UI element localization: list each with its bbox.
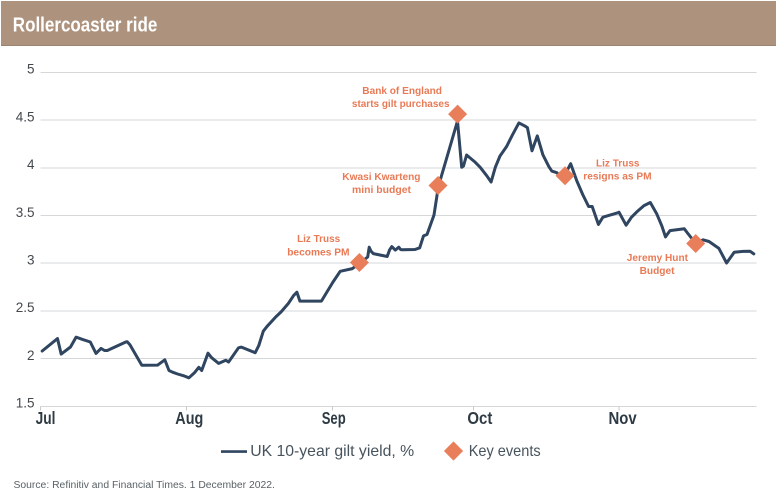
svg-text:5: 5 (27, 62, 35, 77)
svg-text:Oct: Oct (467, 408, 492, 428)
svg-text:Kwasi Kwarteng: Kwasi Kwarteng (342, 172, 420, 183)
svg-text:1.5: 1.5 (16, 396, 35, 411)
svg-text:Bank of England: Bank of England (362, 86, 442, 97)
svg-text:Jul: Jul (36, 408, 56, 428)
svg-text:becomes PM: becomes PM (287, 247, 349, 258)
svg-text:Nov: Nov (609, 408, 637, 428)
svg-text:Liz Truss: Liz Truss (596, 158, 640, 169)
svg-text:mini budget: mini budget (352, 185, 412, 196)
svg-text:UK 10-year gilt yield, %: UK 10-year gilt yield, % (250, 443, 414, 460)
svg-text:Liz Truss: Liz Truss (297, 234, 340, 245)
svg-text:starts gilt purchases: starts gilt purchases (352, 99, 450, 110)
svg-text:Rollercoaster ride: Rollercoaster ride (13, 15, 158, 37)
svg-text:Jeremy Hunt: Jeremy Hunt (627, 253, 689, 264)
svg-text:2.5: 2.5 (16, 300, 35, 315)
svg-text:Source: Refinitiv and Financia: Source: Refinitiv and Financial Times. 1… (14, 480, 275, 491)
svg-text:Budget: Budget (640, 266, 675, 277)
svg-text:3.5: 3.5 (16, 205, 35, 220)
svg-text:Aug: Aug (175, 408, 203, 428)
svg-text:4: 4 (27, 157, 35, 172)
svg-text:Key events: Key events (469, 443, 541, 460)
svg-text:resigns as PM: resigns as PM (583, 172, 651, 183)
svg-text:2: 2 (27, 348, 35, 363)
svg-text:4.5: 4.5 (16, 109, 35, 124)
svg-text:3: 3 (27, 253, 35, 268)
svg-text:Sep: Sep (322, 408, 346, 428)
